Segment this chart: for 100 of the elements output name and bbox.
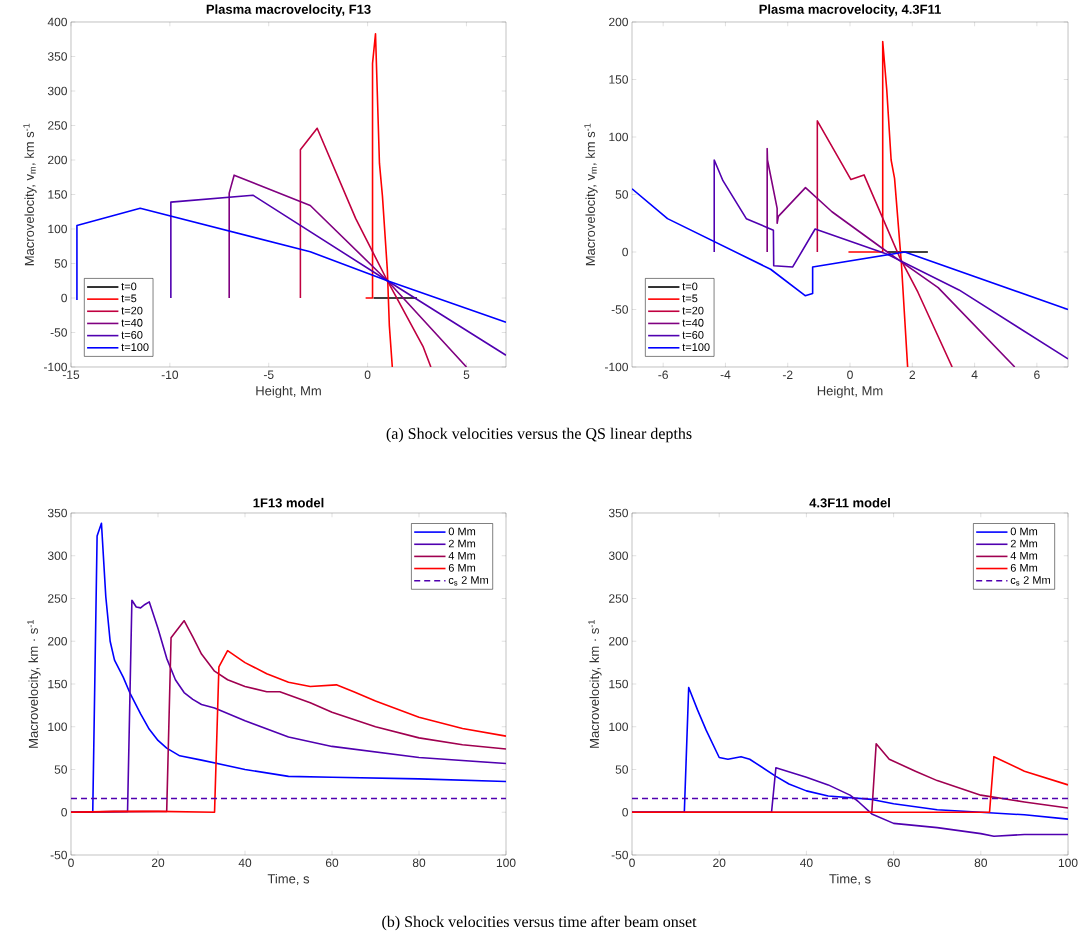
y-tick-label: 300 (47, 551, 67, 560)
legend-label: t=60 (121, 331, 143, 339)
y-tick-label: 0 (622, 808, 629, 817)
x-tick-label: 2 (909, 370, 916, 379)
chart-title: Plasma macrovelocity, F13 (206, 4, 371, 17)
x-tick-label: -2 (782, 370, 793, 379)
legend-label: 6 Mm (1010, 563, 1038, 572)
y-tick-label: 50 (615, 190, 629, 199)
y-tick-label: 200 (48, 155, 67, 165)
x-axis-title: Height, Mm (256, 385, 321, 398)
legend-label: t=5 (121, 294, 137, 303)
x-tick-label: 5 (463, 370, 470, 379)
x-axis-title: Time, s (267, 873, 310, 885)
y-tick-label: -50 (50, 328, 67, 337)
legend-label: t=20 (682, 306, 704, 315)
x-tick-label: 4 (971, 370, 978, 379)
y-tick-label: 0 (61, 808, 67, 817)
line-series (71, 649, 506, 814)
y-tick-label: 300 (47, 86, 67, 96)
y-tick-label: 50 (54, 259, 67, 268)
legend-label: 6 Mm (448, 563, 476, 572)
legend-label: t=5 (682, 294, 698, 303)
y-tick-label: -100 (43, 362, 67, 372)
legend-label: c$_{s}$ 2 Mm (448, 576, 488, 586)
legend-label: 4 Mm (1010, 551, 1038, 560)
x-tick-label: 100 (1058, 858, 1078, 868)
x-axis-title: Height, Mm (817, 385, 883, 398)
line-series (299, 127, 432, 367)
x-tick-label: 0 (364, 370, 371, 380)
y-tick-label: 350 (47, 52, 67, 61)
legend-label: 4 Mm (448, 551, 476, 560)
y-tick-label: 50 (54, 765, 67, 774)
y-tick-label: 200 (609, 17, 629, 27)
y-tick-label: 250 (48, 594, 67, 603)
y-tick-label: 350 (47, 508, 67, 518)
y-tick-label: -100 (604, 362, 629, 372)
x-tick-label: 20 (713, 858, 726, 868)
line-series (847, 40, 909, 367)
line-series (713, 159, 1069, 360)
line-series (170, 194, 506, 357)
y-tick-label: 150 (609, 679, 629, 689)
y-tick-label: 250 (609, 594, 629, 603)
chart-title: 1F13 model (253, 497, 324, 508)
line-series (632, 755, 1069, 814)
y-axis-title: Macrovelocity, km · s$^{-1}$ (588, 620, 602, 748)
legend-label: c$_{s}$ 2 Mm (1010, 576, 1050, 586)
y-tick-label: 150 (48, 190, 67, 199)
x-tick-label: 60 (887, 858, 900, 868)
y-tick-label: 100 (48, 722, 67, 731)
y-tick-label: -50 (611, 850, 629, 860)
y-tick-label: -50 (611, 305, 629, 314)
x-tick-label: 0 (847, 370, 853, 380)
legend-label: 0 Mm (1010, 527, 1038, 536)
legend-label: 0 Mm (448, 527, 476, 536)
y-tick-label: 100 (609, 132, 629, 142)
legend-label: t=0 (682, 282, 698, 291)
legend-label: t=20 (121, 306, 143, 315)
line-series (816, 120, 953, 367)
chart-title: 4.3F11 model (809, 497, 890, 508)
x-tick-label: 40 (800, 858, 813, 868)
x-tick-label: -6 (658, 370, 668, 380)
chart-title: Plasma macrovelocity, 4.3F11 (759, 4, 941, 17)
legend-label: t=100 (121, 343, 149, 351)
line-series (766, 147, 1016, 367)
y-tick-label: 200 (48, 637, 67, 646)
y-tick-label: 100 (609, 722, 629, 731)
y-tick-label: 300 (608, 551, 629, 560)
legend-label: 2 Mm (448, 539, 476, 548)
legend-label: t=40 (121, 318, 143, 327)
legend-label: t=100 (682, 343, 710, 351)
y-tick-label: 200 (609, 637, 629, 646)
y-tick-label: 150 (609, 75, 629, 84)
legend-label: t=40 (682, 318, 704, 327)
x-tick-label: 0 (68, 858, 74, 868)
y-tick-label: 400 (47, 17, 67, 27)
y-axis-title: Macrovelocity, v$_{m}$, km s$^{-1}$ (23, 123, 37, 266)
x-tick-label: 60 (325, 858, 339, 868)
y-tick-label: 0 (622, 247, 629, 257)
y-tick-label: -50 (50, 850, 67, 860)
x-tick-label: -15 (62, 370, 80, 379)
x-tick-label: 80 (974, 858, 988, 868)
y-tick-label: 50 (615, 765, 629, 774)
x-tick-label: 40 (238, 858, 252, 868)
y-tick-label: 0 (61, 293, 67, 303)
line-series (364, 32, 394, 367)
x-tick-label: -5 (263, 370, 274, 379)
legend-label: t=60 (682, 331, 704, 339)
line-series (228, 174, 468, 367)
y-tick-label: 100 (48, 224, 67, 234)
legend-label: t=0 (121, 282, 137, 291)
x-tick-label: 100 (496, 858, 516, 868)
y-tick-label: 350 (608, 508, 629, 518)
y-tick-label: 150 (48, 679, 67, 689)
x-tick-label: 6 (1034, 370, 1040, 380)
x-tick-label: 80 (412, 858, 426, 868)
y-tick-label: 250 (48, 121, 67, 130)
x-tick-label: 20 (151, 858, 165, 868)
text: (a) Shock velocities versus the QS linear depths (386, 427, 692, 443)
y-axis-title: Macrovelocity, km · s$^{-1}$ (27, 620, 41, 748)
legend-label: 2 Mm (1010, 539, 1038, 548)
